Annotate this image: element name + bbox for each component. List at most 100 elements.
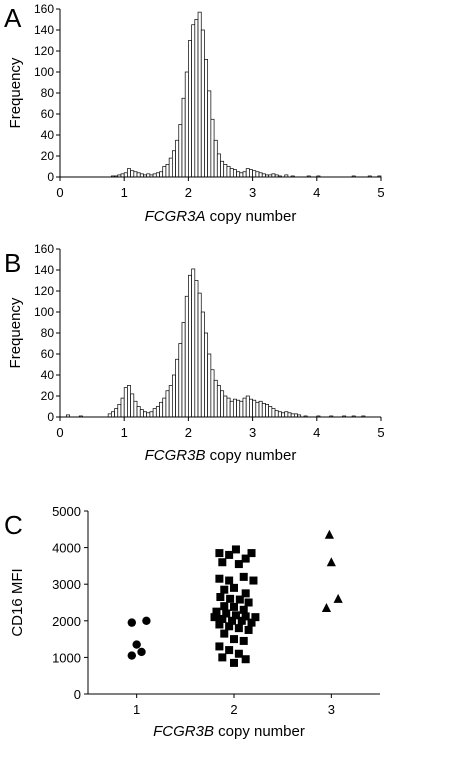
y-tick-label: 140: [34, 23, 54, 37]
histogram-bar: [255, 171, 260, 178]
y-tick-label: 60: [41, 107, 55, 121]
histogram-bar: [123, 387, 128, 418]
scatter-point-triangle: [333, 593, 343, 603]
scatter-point-square: [218, 558, 227, 567]
histogram-bar: [242, 171, 247, 178]
histogram-bar: [127, 385, 131, 418]
scatter-point-square: [241, 554, 250, 563]
scatter-cd16-mfi: 0 1000 2000 3000 4000 5000 1 2 3 CD16 MFI FCGR3B c…: [9, 504, 380, 740]
y-tick-label: 140: [34, 263, 54, 277]
scatter-point-circle: [132, 640, 141, 649]
histogram-bar: [159, 171, 164, 178]
histogram-bar: [136, 406, 141, 418]
histogram-bar: [258, 400, 263, 418]
histogram-bar: [216, 153, 221, 178]
histogram-bar: [175, 358, 180, 418]
histogram-bar: [249, 169, 253, 178]
scatter-point-square: [230, 602, 238, 611]
histogram-bar: [236, 399, 241, 418]
histogram-bar: [146, 412, 151, 418]
histogram-bar: [249, 398, 253, 418]
x-tick-label: 1: [133, 702, 140, 717]
histogram-bar: [155, 406, 160, 418]
histogram-bar: [281, 412, 286, 418]
histogram-bar: [191, 268, 196, 418]
scatter-point-circle: [137, 647, 146, 657]
scatter-point-square: [241, 655, 250, 664]
x-tick-label: 0: [56, 425, 63, 440]
y-tick-label: 0: [47, 410, 54, 424]
x-tick-label: 4: [313, 425, 320, 440]
y-tick-label: 160: [34, 242, 54, 256]
histogram-bar: [123, 172, 128, 178]
scatter-point-square: [237, 616, 246, 625]
histogram-bar: [245, 168, 250, 178]
x-tick-label: 5: [377, 185, 384, 200]
scatter-point-square: [230, 583, 238, 592]
x-axis-label: FCGR3A copy number: [145, 208, 297, 225]
panel-letter-c: C: [4, 510, 23, 540]
histogram-bar: [111, 411, 115, 418]
histogram-bar: [165, 390, 170, 418]
histogram-bar: [213, 139, 218, 178]
histogram-bar: [242, 397, 247, 418]
histogram-bar: [271, 408, 276, 418]
y-tick-label: 4000: [52, 541, 81, 556]
scatter-point-square: [218, 653, 227, 662]
histogram-bar: [162, 397, 167, 418]
scatter-point-square: [215, 642, 224, 651]
histogram-bar: [127, 168, 131, 178]
histogram-bar: [200, 29, 205, 178]
histogram-bar: [223, 164, 228, 178]
histogram-bar: [120, 397, 125, 418]
scatter-point-square: [215, 574, 224, 583]
histogram-bar: [139, 409, 144, 418]
histogram-fcgr3b: 0 20 40 60 80 100 120 140 160 0 1 2 3 4 5 Frequency FCGR…: [7, 242, 385, 464]
x-axis-label-gene: FCGR3B: [153, 723, 214, 740]
histogram-bar: [226, 166, 231, 178]
scatter-point-square: [234, 560, 243, 569]
histogram-bar: [114, 408, 119, 418]
y-tick-label: 40: [41, 368, 55, 382]
scatter-point-square: [210, 613, 219, 622]
histogram-bar: [236, 171, 241, 178]
histogram-bar: [191, 24, 196, 178]
scatter-point-square: [226, 594, 235, 603]
scatter-point-square: [231, 611, 240, 620]
histogram-bar: [268, 406, 273, 418]
y-tick-label: 3000: [52, 577, 81, 592]
histogram-bar: [175, 139, 180, 178]
y-axis-label: Frequency: [7, 297, 24, 368]
scatter-point-square: [220, 629, 229, 638]
scatter-point-square: [241, 612, 250, 621]
histogram-bar: [178, 343, 183, 418]
histogram-bar: [207, 353, 212, 418]
y-tick-label: 100: [34, 305, 54, 319]
histogram-bar: [252, 399, 257, 418]
scatter-point-square: [251, 613, 260, 622]
histogram-bar: [188, 40, 192, 178]
scatter-point-square: [247, 549, 256, 558]
scatter-point-square: [249, 576, 258, 585]
scatter-point-square: [218, 614, 227, 623]
y-tick-label: 100: [34, 65, 54, 79]
histogram-bar: [130, 393, 135, 418]
histogram-bar: [245, 395, 250, 418]
y-tick-label: 80: [41, 326, 55, 340]
histogram-bar: [252, 170, 257, 178]
histogram-bar: [197, 11, 202, 178]
histogram-bar: [213, 379, 218, 418]
x-axis-label-text: copy number: [214, 723, 305, 740]
scatter-point-square: [225, 550, 234, 559]
scatter-point-square: [230, 658, 238, 667]
histogram-bar: [265, 404, 270, 418]
histogram-bar: [232, 398, 237, 418]
scatter-point-triangle: [324, 529, 334, 539]
histogram-bar: [172, 374, 176, 418]
histogram-bar: [165, 164, 170, 178]
y-tick-label: 20: [41, 149, 55, 163]
x-axis-label-text: copy number: [205, 447, 296, 464]
y-tick-label: 160: [34, 2, 54, 16]
y-tick-label: 2000: [52, 614, 81, 629]
y-tick-label: 5000: [52, 504, 81, 519]
